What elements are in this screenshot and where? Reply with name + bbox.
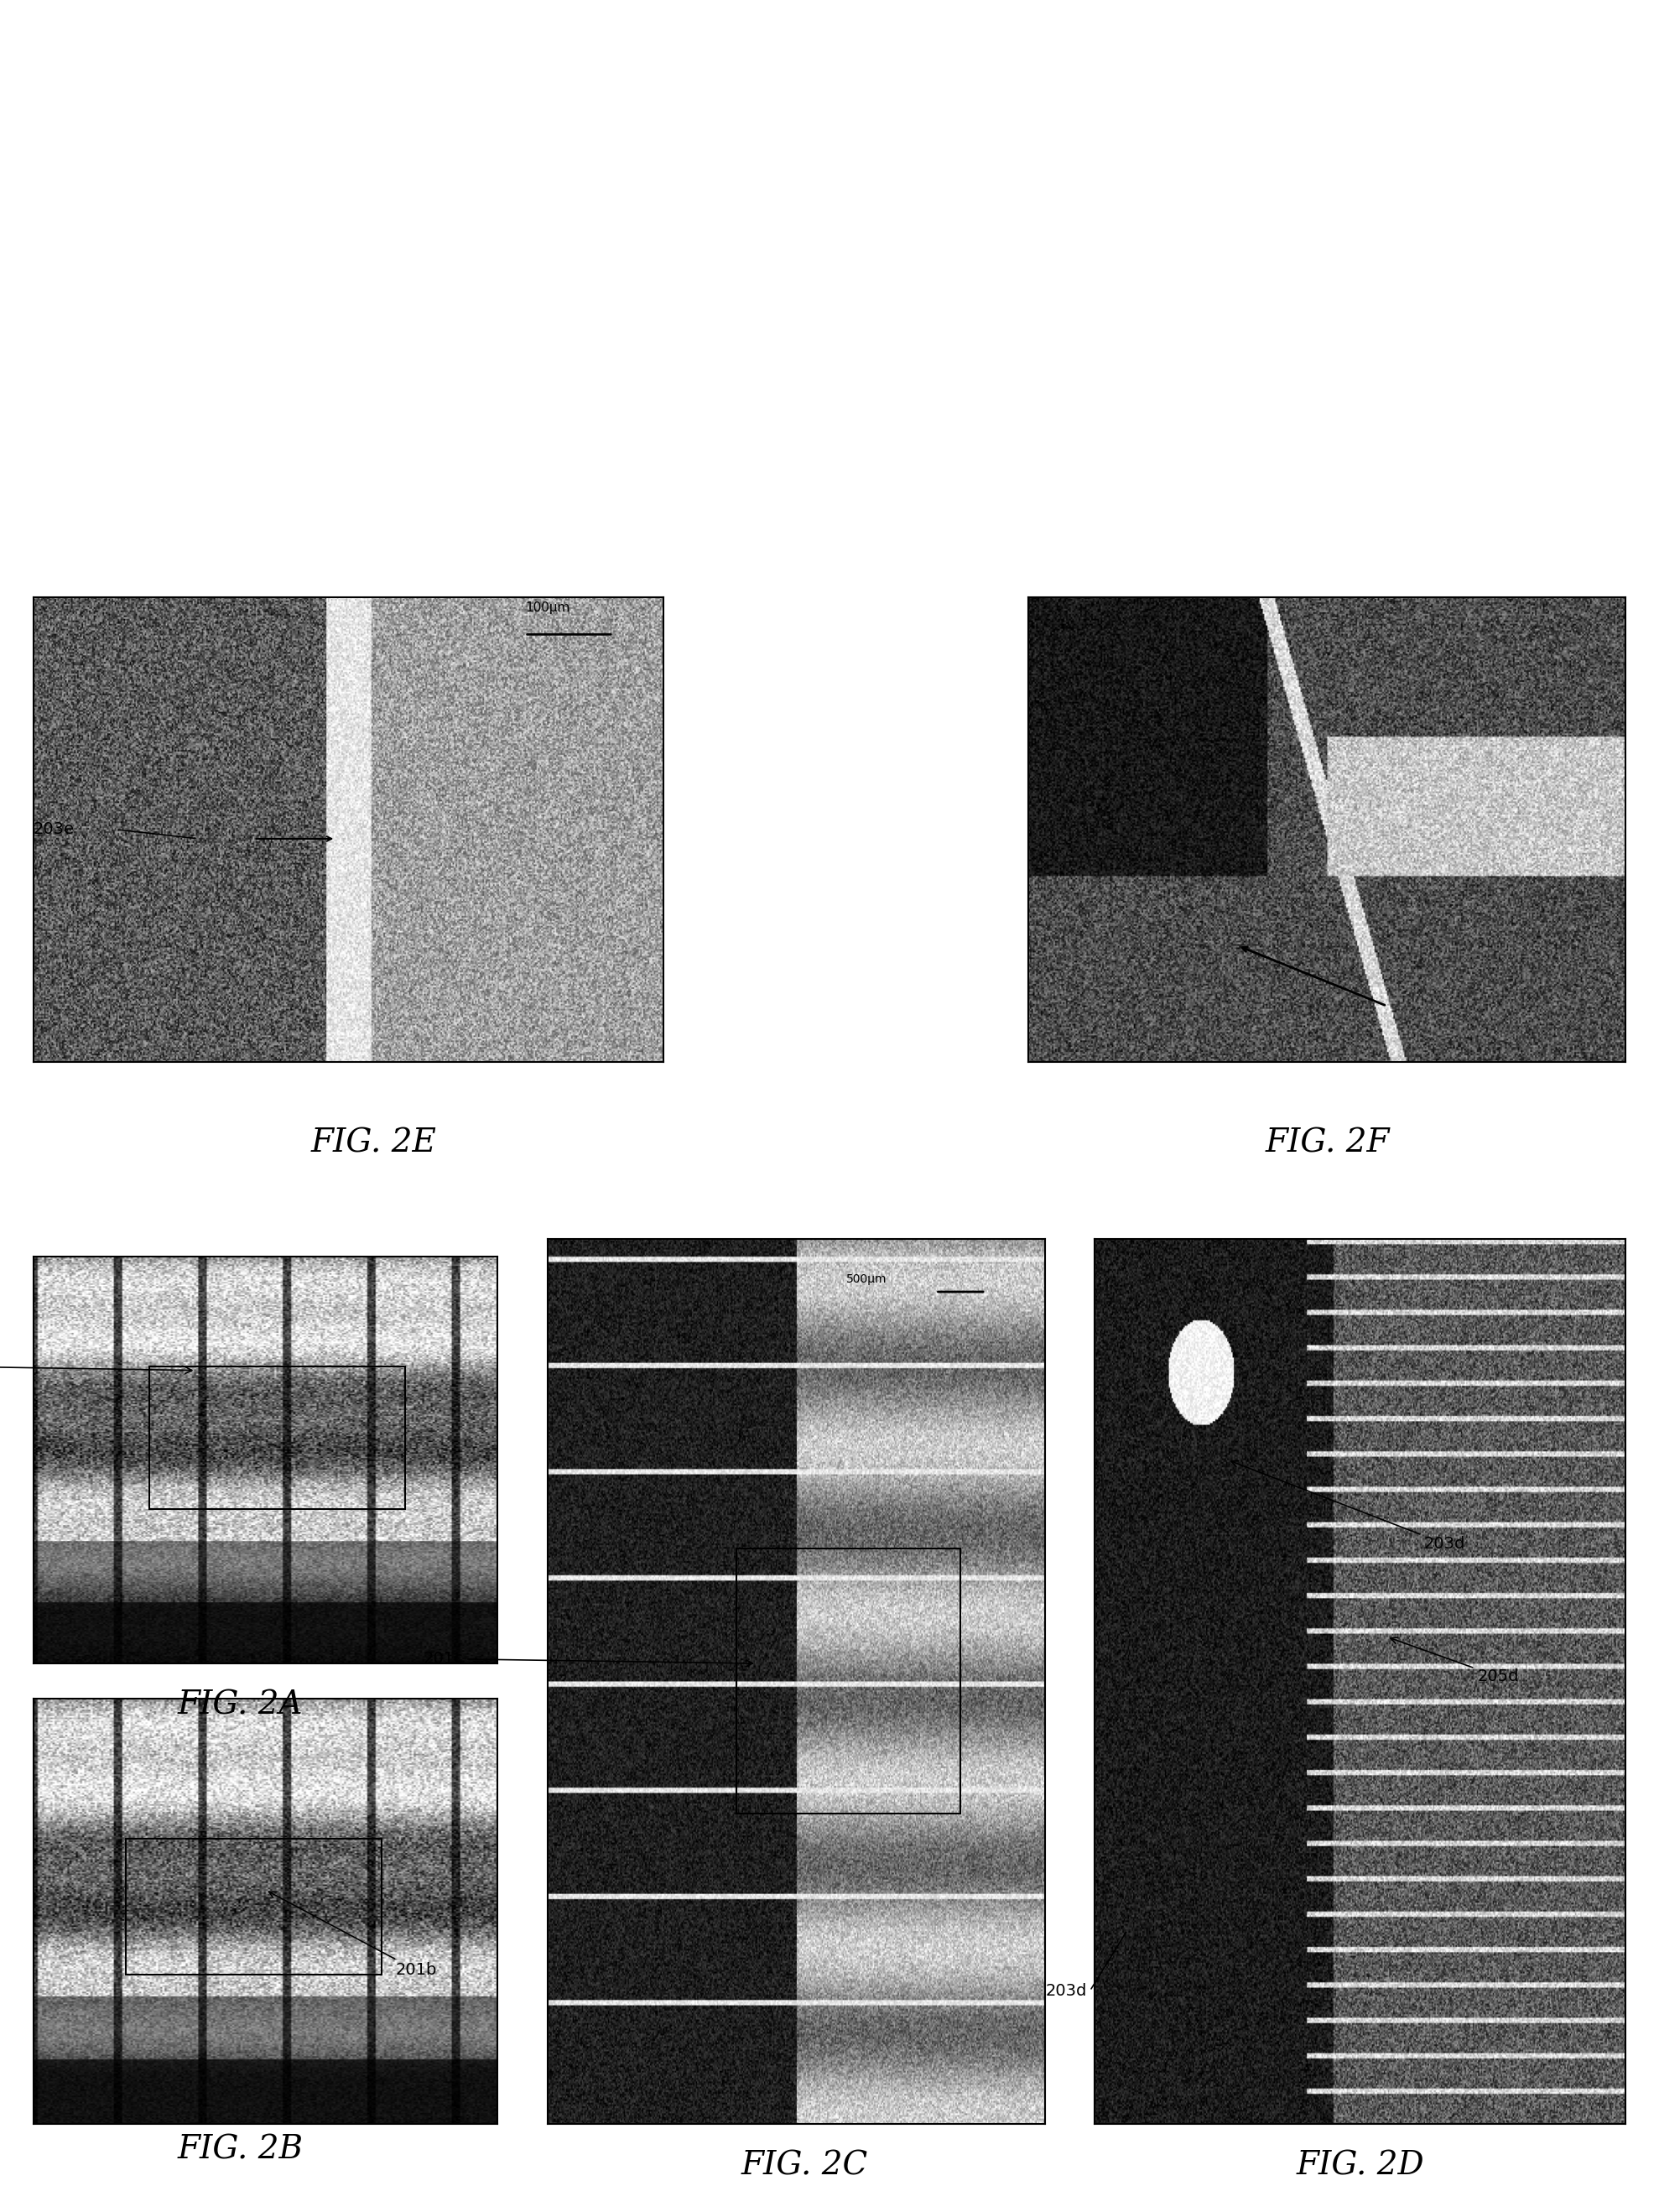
Text: 203d: 203d: [1045, 1982, 1087, 2000]
Text: 201b: 201b: [269, 1891, 436, 1978]
Text: 205d: 205d: [1390, 1637, 1518, 1686]
Text: 500μm: 500μm: [846, 1274, 888, 1285]
Text: 203e: 203e: [33, 821, 75, 838]
Text: FIG. 2D: FIG. 2D: [1296, 2150, 1425, 2181]
Bar: [126, 1838, 382, 1975]
Text: FIG. 2B: FIG. 2B: [178, 2135, 304, 2166]
Text: 201a: 201a: [0, 1358, 192, 1374]
Text: 203d: 203d: [1231, 1460, 1465, 1553]
Text: FIG. 2E: FIG. 2E: [310, 1128, 436, 1159]
Bar: [149, 1367, 405, 1509]
Text: FIG. 2A: FIG. 2A: [178, 1690, 304, 1721]
Bar: [737, 1548, 961, 1814]
Text: FIG. 2C: FIG. 2C: [742, 2150, 868, 2181]
Text: FIG. 2F: FIG. 2F: [1264, 1128, 1390, 1159]
Text: 201c: 201c: [423, 1650, 753, 1668]
Text: 100μm: 100μm: [524, 602, 569, 613]
